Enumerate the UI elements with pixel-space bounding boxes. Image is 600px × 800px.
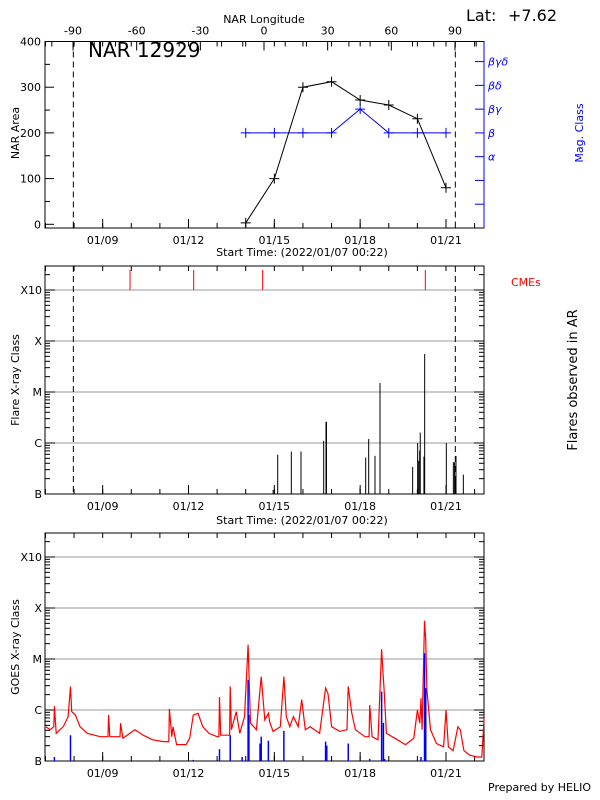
flare-panel: B C M X X10 01/09 01/12 01/15 01/18 01/21 — [20, 265, 485, 513]
panel1-xaxis-tick-label: 01/15 — [258, 234, 290, 247]
nar-area-point — [297, 82, 308, 93]
panel3-xaxis-tick-label: 01/18 — [344, 767, 376, 780]
panel1-ylabel: NAR Area — [9, 107, 22, 159]
mag-class-line — [245, 108, 446, 134]
mag-class-point — [355, 104, 366, 115]
mag-class-point — [297, 127, 308, 138]
panel1-x2tick-label: -90 — [64, 25, 82, 38]
mag-class-point — [269, 127, 280, 138]
panel1-xlabel: Start Time: (2022/01/07 00:22) — [216, 246, 388, 259]
panel2-ylabel: Flare X-ray Class — [9, 334, 22, 426]
panel2-xaxis-tick-label: 01/21 — [430, 500, 462, 513]
panel1-ytick-label: 400 — [20, 36, 41, 49]
panel2-xaxis-tick-label: 01/15 — [258, 500, 290, 513]
panel1-x2tick-label: 30 — [321, 25, 335, 38]
panel1-x2tick-label: 0 — [261, 25, 268, 38]
panel1-xaxis-tick-label: 01/09 — [87, 234, 119, 247]
panel3-xaxis-tick-label: 01/21 — [430, 767, 462, 780]
nar-area-point — [412, 113, 423, 124]
top-axis-title: NAR Longitude — [223, 13, 305, 26]
panel1-xaxis-tick-label: 01/18 — [344, 234, 376, 247]
panel3-ytick-label: B — [34, 755, 42, 768]
panel3-xaxis-tick-label: 01/09 — [87, 767, 119, 780]
nar-area-point — [355, 94, 366, 105]
cme-label: CMEs — [511, 276, 541, 289]
panel2-ytick-label: X — [34, 335, 42, 348]
mag-class-tick-label: βδ — [487, 79, 502, 92]
mag-class-point — [412, 127, 423, 138]
panel2-ytick-label: X10 — [20, 284, 42, 297]
panel3-frame — [44, 532, 485, 762]
nar-area-point — [240, 217, 251, 228]
panel3-ytick-label: C — [34, 704, 42, 717]
panel2-ytick-label: B — [34, 488, 42, 501]
nar-area-point — [269, 173, 280, 184]
nar-area-point — [326, 76, 337, 87]
panel3-ytick-label: M — [33, 653, 43, 666]
panel1-ytick-label: 200 — [20, 127, 41, 140]
mag-class-tick-label: β — [487, 127, 495, 140]
panel3-ytick-label: X — [34, 602, 42, 615]
mag-class-point — [440, 127, 451, 138]
panel1-ytick-label: 0 — [34, 218, 41, 231]
mag-class-tick-label: βγ — [487, 103, 502, 116]
panel2-y2label: Flares observed in AR — [566, 309, 581, 450]
mag-class-tick-label: α — [488, 151, 496, 164]
panel2-frame — [44, 265, 485, 495]
panel3-ytick-label: X10 — [20, 551, 42, 564]
panel3-xaxis-tick-label: 01/12 — [173, 767, 205, 780]
nar-area-point — [383, 100, 394, 111]
nar-area-line — [245, 81, 447, 224]
panel2-ytick-label: M — [33, 386, 43, 399]
panel1-ytick-label: 300 — [20, 81, 41, 94]
goes-long-channel-line — [45, 620, 485, 758]
panel1-y2label: Mag. Class — [573, 103, 586, 162]
panel1-x2tick-label: 60 — [384, 25, 398, 38]
mag-class-point — [240, 127, 251, 138]
panel2-xaxis-tick-label: 01/09 — [87, 500, 119, 513]
panel1-x2tick-label: 90 — [448, 25, 462, 38]
mag-class-point — [326, 127, 337, 138]
goes-panel: B C M X X10 01/09 01/12 01/15 01/18 01/21 — [20, 532, 485, 780]
panel1-xaxis-tick-label: 01/21 — [430, 234, 462, 247]
panel3-xaxis-tick-label: 01/15 — [258, 767, 290, 780]
nar-area-panel: 0 100 200 300 400 -90 -60 -30 0 30 60 90 01/09 01/12 0… — [20, 25, 509, 248]
panel2-xaxis-tick-label: 01/12 — [173, 500, 205, 513]
lat-value: +7.62 — [508, 6, 557, 25]
mag-class-tick-label: βγδ — [487, 56, 509, 69]
prepared-by-footer: Prepared by HELIO — [488, 781, 591, 794]
panel2-xaxis-tick-label: 01/18 — [344, 500, 376, 513]
mag-class-point — [383, 127, 394, 138]
panel1-x2tick-label: -30 — [191, 25, 209, 38]
panel3-ylabel: GOES X-ray Class — [9, 599, 22, 695]
panel1-x2tick-label: -60 — [128, 25, 146, 38]
panel2-xlabel: Start Time: (2022/01/07 00:22) — [216, 514, 388, 527]
panel1-frame — [44, 41, 485, 229]
lat-label: Lat: — [466, 6, 496, 25]
panel1-xaxis-tick-label: 01/12 — [173, 234, 205, 247]
panel2-ytick-label: C — [34, 437, 42, 450]
nar-area-point — [440, 182, 451, 193]
panel1-ytick-label: 100 — [20, 173, 41, 186]
